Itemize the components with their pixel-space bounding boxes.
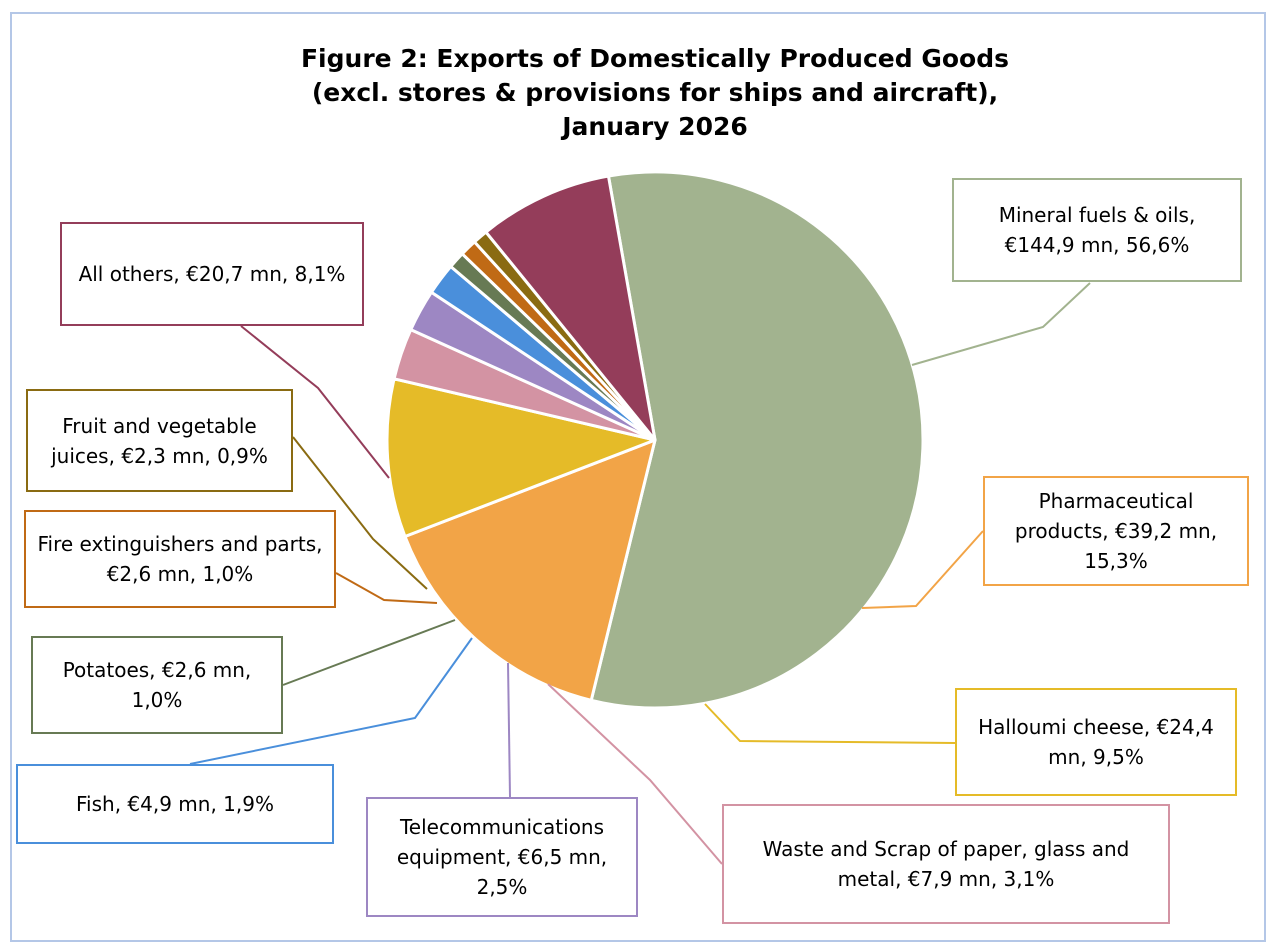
data-label-6: Fish, €4,9 mn, 1,9% [16,764,334,844]
leader-line-5 [507,662,511,798]
data-label-5: Telecommunications equipment, €6,5 mn, 2… [366,797,638,917]
data-label-7: Potatoes, €2,6 mn, 1,0% [31,636,283,734]
pie-slice-3 [385,377,657,539]
leader-line-6 [189,637,473,765]
leader-line-9 [292,436,428,590]
data-label-10: All others, €20,7 mn, 8,1% [60,222,364,326]
leader-line-2 [861,530,984,609]
leader-line-1 [911,282,1091,366]
data-label-3: Halloumi cheese, €24,4 mn, 9,5% [955,688,1237,796]
leader-line-4 [547,683,723,865]
data-label-2: Pharmaceutical products, €39,2 mn, 15,3% [983,476,1249,586]
leader-line-3 [704,703,956,744]
pie-slice-2 [403,438,657,702]
leader-line-7 [282,619,456,686]
data-label-8: Fire extinguishers and parts, €2,6 mn, 1… [24,510,336,608]
pie-slice-10 [484,174,657,442]
data-label-9: Fruit and vegetable juices, €2,3 mn, 0,9… [26,389,293,492]
pie-slice-1 [589,170,925,710]
data-label-1: Mineral fuels & oils, €144,9 mn, 56,6% [952,178,1242,282]
data-label-4: Waste and Scrap of paper, glass and meta… [722,804,1170,924]
chart-title: Figure 2: Exports of Domestically Produc… [300,44,1010,141]
leader-line-10 [240,325,390,479]
leader-line-8 [335,572,438,604]
